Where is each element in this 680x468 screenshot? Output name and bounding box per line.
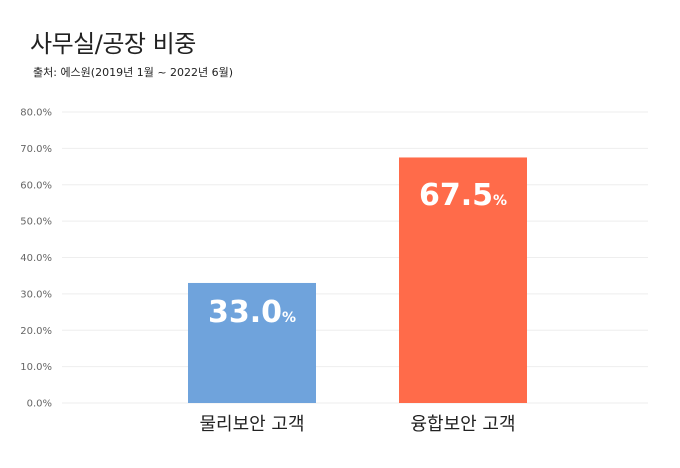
y-tick-label: 70.0% — [20, 144, 52, 155]
y-tick-label: 10.0% — [20, 362, 52, 373]
y-tick-label: 50.0% — [20, 217, 52, 228]
bar-1 — [188, 282, 316, 403]
y-tick-label: 80.0% — [20, 108, 52, 119]
category-label: 물리보안 고객 — [199, 414, 304, 435]
chart-title: 사무실/공장 비중 — [30, 30, 196, 58]
bar-2 — [399, 157, 527, 403]
bar-value-label: 33.0% — [208, 295, 296, 330]
y-tick-label: 40.0% — [20, 253, 52, 264]
category-label: 융합보안 고객 — [410, 414, 515, 435]
chart-source: 출처: 에스원(2019년 1월 ~ 2022년 6월) — [33, 66, 234, 79]
y-tick-label: 0.0% — [27, 399, 52, 410]
category-labels: 물리보안 고객 융합보안 고객 — [199, 414, 515, 435]
y-tick-label: 20.0% — [20, 326, 52, 337]
bar-value-labels: 33.0% 67.5% — [208, 178, 507, 330]
bars — [188, 157, 527, 403]
y-tick-label: 30.0% — [20, 289, 52, 300]
y-axis-ticks: 0.0% 10.0% 20.0% 30.0% 40.0% 50.0% 60.0% 70.0% 8… — [20, 108, 52, 410]
y-tick-label: 60.0% — [20, 180, 52, 191]
gridlines — [62, 111, 648, 404]
bar-value-unit: % — [282, 310, 296, 326]
bar-value-label: 67.5% — [419, 178, 507, 213]
bar-value-unit: % — [493, 193, 507, 209]
